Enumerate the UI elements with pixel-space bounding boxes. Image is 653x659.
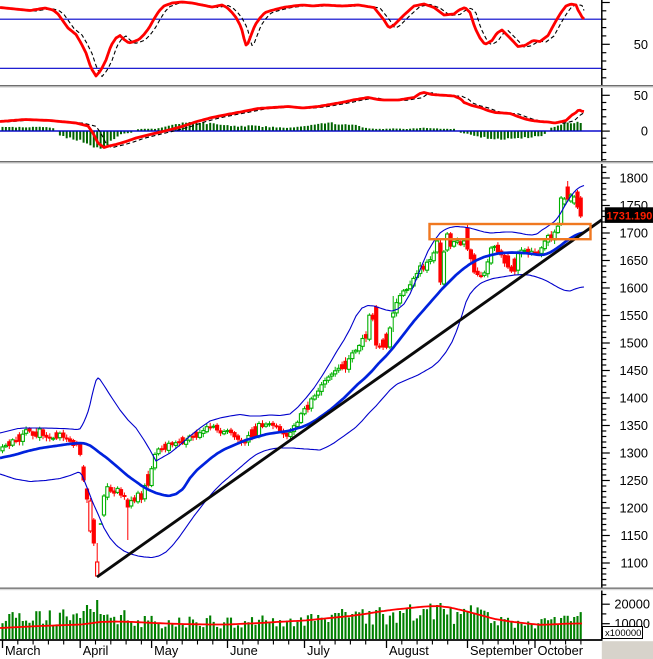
svg-text:1600: 1600 [620, 281, 648, 296]
svg-text:1700: 1700 [620, 226, 648, 241]
svg-text:April: April [83, 643, 109, 658]
svg-text:1400: 1400 [620, 391, 648, 406]
svg-text:1300: 1300 [620, 446, 648, 461]
svg-text:1450: 1450 [620, 363, 648, 378]
svg-text:October: October [538, 643, 584, 658]
svg-text:20000: 20000 [614, 597, 650, 612]
svg-text:August: August [389, 643, 429, 658]
svg-text:July: July [307, 643, 330, 658]
svg-text:May: May [154, 643, 179, 658]
svg-text:1200: 1200 [620, 501, 648, 516]
svg-text:1250: 1250 [620, 473, 648, 488]
svg-text:1731.190: 1731.190 [607, 210, 653, 222]
svg-text:50: 50 [634, 37, 648, 52]
svg-text:1650: 1650 [620, 253, 648, 268]
svg-text:50: 50 [634, 88, 648, 103]
svg-text:0: 0 [641, 124, 648, 139]
svg-text:1150: 1150 [620, 528, 648, 543]
svg-text:March: March [5, 643, 41, 658]
svg-text:x100000: x100000 [605, 628, 641, 639]
svg-text:1100: 1100 [620, 556, 648, 571]
svg-text:1500: 1500 [620, 336, 648, 351]
svg-text:1800: 1800 [620, 171, 648, 186]
svg-text:1350: 1350 [620, 418, 648, 433]
svg-text:September: September [470, 643, 533, 658]
svg-text:1550: 1550 [620, 308, 648, 323]
svg-text:June: June [230, 643, 258, 658]
